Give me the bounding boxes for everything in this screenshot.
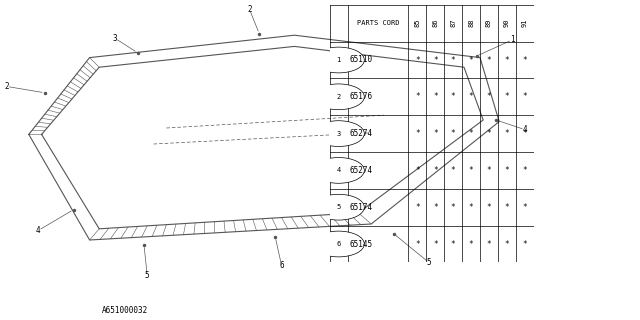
- Text: 65145: 65145: [349, 239, 372, 249]
- Text: *: *: [415, 239, 420, 249]
- Text: *: *: [451, 203, 456, 212]
- Text: 89: 89: [486, 19, 492, 28]
- Text: 1: 1: [509, 36, 515, 44]
- Text: *: *: [504, 239, 509, 249]
- Text: *: *: [415, 92, 420, 101]
- Text: *: *: [468, 203, 474, 212]
- Text: *: *: [486, 239, 492, 249]
- Text: *: *: [433, 203, 438, 212]
- Circle shape: [313, 194, 364, 220]
- Text: 86: 86: [432, 19, 438, 28]
- Text: *: *: [504, 129, 509, 138]
- Text: 1: 1: [337, 57, 340, 63]
- Text: 65274: 65274: [349, 166, 372, 175]
- Text: 5: 5: [145, 271, 150, 280]
- Text: *: *: [522, 166, 527, 175]
- Text: 2: 2: [337, 94, 340, 100]
- Text: *: *: [468, 55, 474, 65]
- Text: *: *: [415, 129, 420, 138]
- Text: *: *: [486, 166, 492, 175]
- Text: *: *: [433, 166, 438, 175]
- Text: *: *: [451, 166, 456, 175]
- Text: 87: 87: [450, 19, 456, 28]
- Text: 5: 5: [426, 258, 431, 267]
- Text: *: *: [486, 203, 492, 212]
- Text: *: *: [504, 55, 509, 65]
- Circle shape: [313, 47, 364, 73]
- Circle shape: [313, 157, 364, 183]
- Text: PARTS CORD: PARTS CORD: [356, 20, 399, 26]
- Text: 4: 4: [337, 167, 340, 173]
- Text: *: *: [415, 203, 420, 212]
- Circle shape: [313, 121, 364, 147]
- Text: *: *: [451, 55, 456, 65]
- Text: 91: 91: [522, 19, 528, 28]
- Text: 65110: 65110: [349, 55, 372, 65]
- Text: *: *: [468, 239, 474, 249]
- Text: *: *: [468, 92, 474, 101]
- Text: 4: 4: [36, 226, 41, 235]
- Text: 4: 4: [522, 125, 527, 134]
- Text: *: *: [433, 92, 438, 101]
- Text: 6: 6: [337, 241, 340, 247]
- Text: *: *: [486, 92, 492, 101]
- Text: *: *: [468, 166, 474, 175]
- Text: 65274: 65274: [349, 129, 372, 138]
- Text: 2: 2: [4, 82, 9, 91]
- Text: A651000032: A651000032: [102, 306, 148, 315]
- Text: *: *: [522, 55, 527, 65]
- Circle shape: [313, 231, 364, 257]
- Text: *: *: [504, 166, 509, 175]
- Text: *: *: [415, 55, 420, 65]
- Text: 88: 88: [468, 19, 474, 28]
- Text: 3: 3: [337, 131, 340, 137]
- Text: *: *: [433, 129, 438, 138]
- Text: 2: 2: [247, 5, 252, 14]
- Text: *: *: [504, 92, 509, 101]
- Text: 90: 90: [504, 19, 510, 28]
- Text: 85: 85: [414, 19, 420, 28]
- Circle shape: [313, 84, 364, 110]
- Text: *: *: [486, 55, 492, 65]
- Text: *: *: [522, 92, 527, 101]
- Text: *: *: [415, 166, 420, 175]
- Text: *: *: [504, 203, 509, 212]
- Text: *: *: [486, 129, 492, 138]
- Text: *: *: [522, 203, 527, 212]
- Text: *: *: [451, 92, 456, 101]
- Text: *: *: [522, 129, 527, 138]
- Text: *: *: [451, 129, 456, 138]
- Text: 3: 3: [113, 34, 118, 43]
- Text: 5: 5: [337, 204, 340, 210]
- Text: *: *: [433, 55, 438, 65]
- Text: 65174: 65174: [349, 203, 372, 212]
- Text: 6: 6: [279, 261, 284, 270]
- Text: *: *: [468, 129, 474, 138]
- Text: *: *: [451, 239, 456, 249]
- Text: *: *: [433, 239, 438, 249]
- Text: *: *: [522, 239, 527, 249]
- Text: 65176: 65176: [349, 92, 372, 101]
